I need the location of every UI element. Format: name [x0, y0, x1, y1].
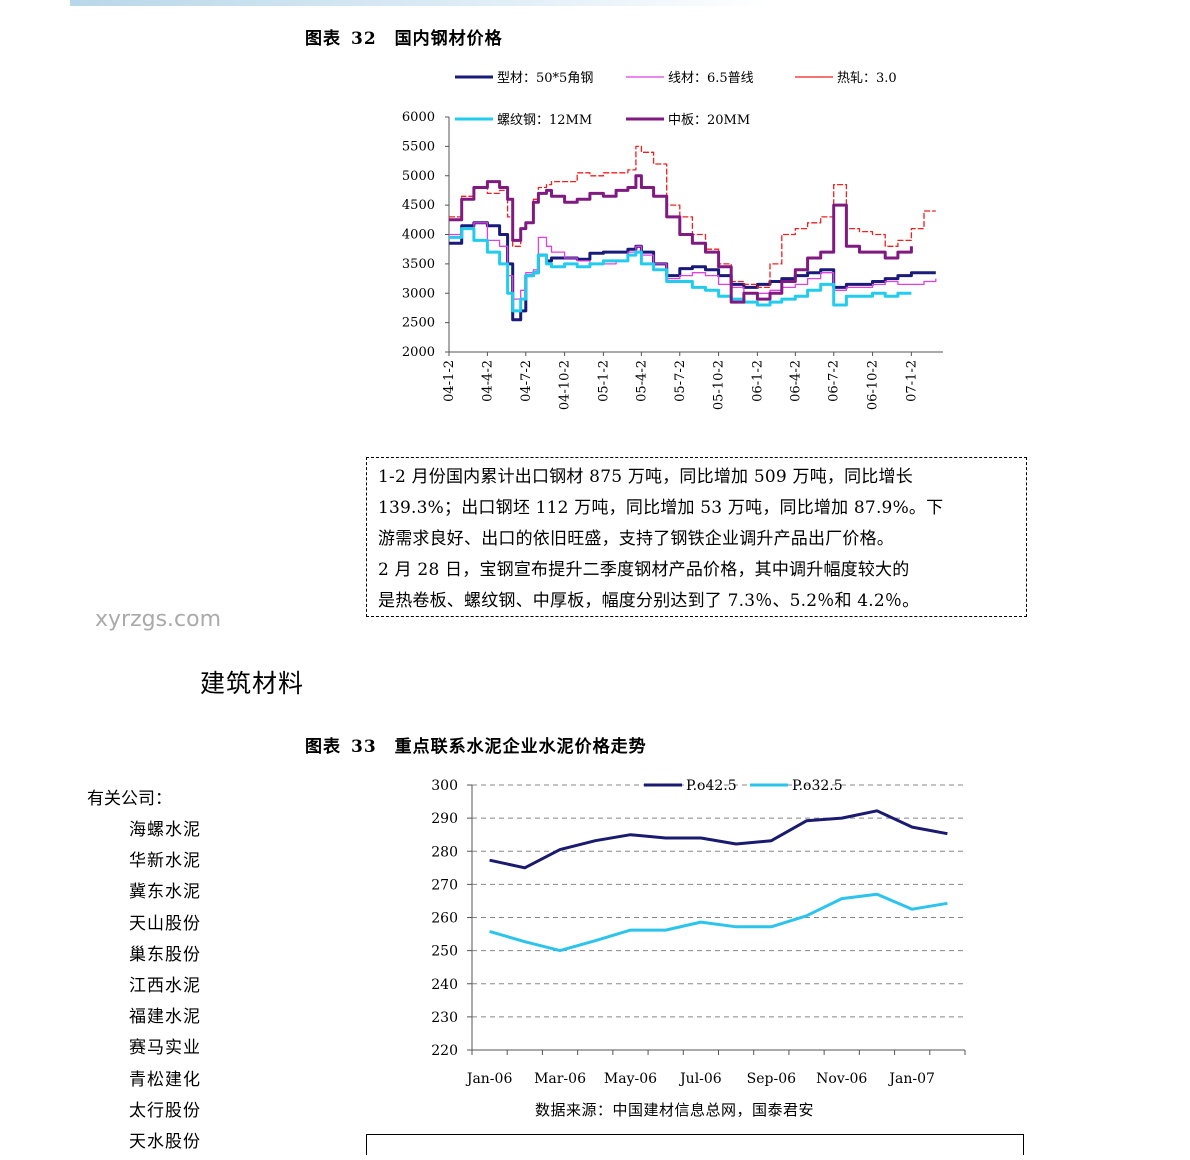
- company-item: 冀东水泥: [129, 882, 201, 903]
- company-item: 赛马实业: [129, 1038, 201, 1059]
- commentary-box: 1-2 月份国内累计出口钢材 875 万吨，同比增加 509 万吨，同比增长 1…: [366, 457, 1027, 617]
- y-tick-label: 240: [431, 977, 458, 993]
- x-tick-label: Sep-06: [747, 1071, 796, 1087]
- figure-number: 33: [351, 737, 377, 757]
- legend-label: 线材：6.5普线: [668, 71, 754, 86]
- figure-label: 图表: [305, 29, 341, 49]
- x-tick-label: 04-10-2: [558, 360, 573, 410]
- commentary-line: 1-2 月份国内累计出口钢材 875 万吨，同比增加 509 万吨，同比增长: [378, 467, 913, 487]
- figure-number: 32: [351, 29, 377, 49]
- y-tick-label: 3500: [402, 257, 435, 272]
- x-tick-label: 06-10-2: [866, 360, 881, 410]
- legend-label: 型材：50*5角钢: [497, 71, 593, 86]
- x-tick-label: Mar-06: [534, 1071, 586, 1087]
- figure-33-title: 图表 33 重点联系水泥企业水泥价格走势: [305, 732, 647, 757]
- source-note: 数据来源：中国建材信息总网，国泰君安: [535, 1101, 815, 1119]
- x-tick-label: Jul-06: [678, 1071, 722, 1087]
- series-line: [489, 809, 948, 870]
- legend-label: 热轧：3.0: [837, 71, 897, 86]
- y-tick-label: 2000: [402, 345, 435, 360]
- commentary-line: 2 月 28 日，宝钢宣布提升二季度钢材产品价格，其中调升幅度较大的: [378, 560, 910, 580]
- x-tick-label: 05-7-2: [673, 360, 688, 402]
- cement-chart-legend: P.o42.5 P.o32.5: [644, 778, 843, 794]
- legend-label: P.o42.5: [686, 778, 737, 794]
- x-tick-label: Nov-06: [816, 1071, 867, 1087]
- commentary-line: 是热卷板、螺纹钢、中厚板，幅度分别达到了 7.3％、5.2％和 4.2％。: [378, 591, 920, 611]
- y-tick-label: 5000: [402, 169, 435, 184]
- company-item: 福建水泥: [129, 1007, 201, 1028]
- watermark: xyrzgs.com: [95, 607, 222, 632]
- x-tick-label: 06-4-2: [788, 360, 803, 402]
- company-item: 天水股份: [129, 1131, 201, 1152]
- y-tick-label: 4500: [402, 198, 435, 213]
- y-tick-label: 250: [431, 944, 458, 960]
- legend-label: 中板：20MM: [668, 113, 750, 128]
- company-item: 太行股份: [129, 1100, 201, 1121]
- y-tick-label: 260: [431, 911, 458, 927]
- y-tick-label: 230: [431, 1010, 458, 1026]
- cement-chart-lines: [489, 809, 948, 953]
- x-tick-label: 07-1-2: [904, 360, 919, 402]
- company-item: 青松建化: [129, 1069, 201, 1090]
- company-item: 巢东股份: [129, 944, 201, 965]
- steel-chart-legend: 型材：50*5角钢 线材：6.5普线 热轧：3.0 螺纹钢：12MM 中板：20MM: [455, 71, 897, 128]
- company-item: 天山股份: [129, 913, 201, 934]
- y-tick-label: 2500: [402, 316, 435, 331]
- series-line: [489, 892, 948, 953]
- x-tick-label: Jan-07: [887, 1071, 935, 1087]
- y-tick-label: 6000: [402, 110, 435, 125]
- related-companies-header: 有关公司：: [87, 789, 172, 809]
- x-tick-label: 05-4-2: [634, 360, 649, 402]
- figure-32-title: 图表 32 国内钢材价格: [305, 24, 503, 49]
- y-tick-label: 270: [431, 877, 458, 893]
- x-tick-label: 04-1-2: [442, 360, 457, 402]
- series-line: [449, 227, 912, 313]
- x-tick-label: 06-7-2: [827, 360, 842, 402]
- y-tick-label: 300: [431, 778, 458, 794]
- steel-price-chart: 2000 2500 3000 3500 4000 4500 5000 5500 6000 04-1…: [402, 71, 943, 410]
- section-title: 建筑材料: [200, 669, 305, 698]
- y-tick-label: 280: [431, 844, 458, 860]
- x-tick-label: May-06: [604, 1071, 657, 1087]
- commentary-line: 139.3%；出口钢坯 112 万吨，同比增加 53 万吨，同比增加 87.9%…: [378, 498, 944, 518]
- x-tick-label: 04-4-2: [480, 360, 495, 402]
- header-band: [70, 0, 770, 6]
- commentary-line: 游需求良好、出口的依旧旺盛，支持了钢铁企业调升产品出厂价格。: [378, 529, 894, 549]
- related-companies: 有关公司： 海螺水泥 华新水泥 冀东水泥 天山股份 巢东股份 江西水泥 福建水泥…: [87, 786, 201, 1160]
- y-tick-label: 220: [431, 1043, 458, 1059]
- figure-caption: 重点联系水泥企业水泥价格走势: [394, 737, 647, 757]
- legend-label: 螺纹钢：12MM: [497, 113, 592, 128]
- y-tick-label: 5500: [402, 139, 435, 154]
- y-tick-label: 4000: [402, 228, 435, 243]
- legend-label: P.o32.5: [792, 778, 843, 794]
- x-tick-label: 05-10-2: [712, 360, 727, 410]
- steel-chart-lines: [449, 145, 937, 322]
- figure-label: 图表: [305, 737, 341, 757]
- x-tick-label: 04-7-2: [519, 360, 534, 402]
- figure-caption: 国内钢材价格: [394, 29, 503, 49]
- cement-chart-axes: 220 230 240 250 260 270 280 290 300 Jan-06 Mar-06 M…: [431, 778, 966, 1087]
- steel-chart-axes: 2000 2500 3000 3500 4000 4500 5000 5500 6000 04-1…: [402, 110, 943, 410]
- y-tick-label: 290: [431, 811, 458, 827]
- x-tick-label: 05-1-2: [596, 360, 611, 402]
- series-line: [449, 174, 913, 304]
- company-item: 海螺水泥: [129, 820, 201, 840]
- company-item: 华新水泥: [129, 851, 201, 872]
- y-tick-label: 3000: [402, 286, 435, 301]
- x-tick-label: Jan-06: [465, 1071, 513, 1087]
- next-box-edge: [366, 1134, 1024, 1155]
- cement-price-chart: 220 230 240 250 260 270 280 290 300 Jan-06 Mar-06 M…: [431, 778, 966, 1087]
- company-item: 江西水泥: [129, 975, 201, 996]
- x-tick-label: 06-1-2: [750, 360, 765, 402]
